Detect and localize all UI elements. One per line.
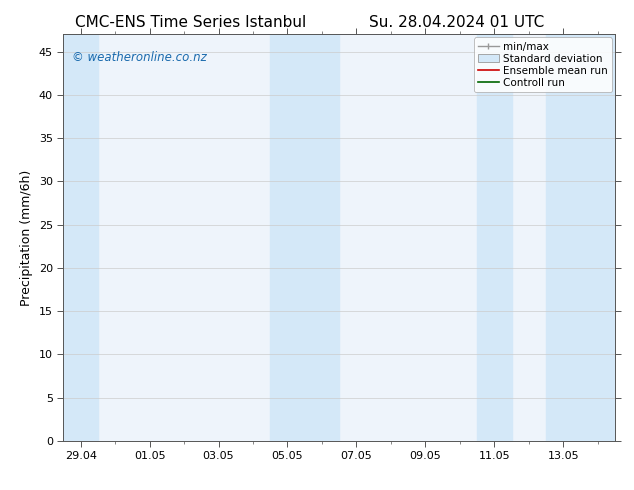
Y-axis label: Precipitation (mm/6h): Precipitation (mm/6h) — [20, 170, 34, 306]
Text: Su. 28.04.2024 01 UTC: Su. 28.04.2024 01 UTC — [369, 15, 544, 30]
Bar — [477, 34, 512, 441]
Bar — [63, 34, 98, 441]
Bar — [546, 34, 615, 441]
Text: CMC-ENS Time Series Istanbul: CMC-ENS Time Series Istanbul — [75, 15, 306, 30]
Text: © weatheronline.co.nz: © weatheronline.co.nz — [72, 50, 207, 64]
Legend: min/max, Standard deviation, Ensemble mean run, Controll run: min/max, Standard deviation, Ensemble me… — [474, 37, 612, 92]
Bar — [270, 34, 339, 441]
